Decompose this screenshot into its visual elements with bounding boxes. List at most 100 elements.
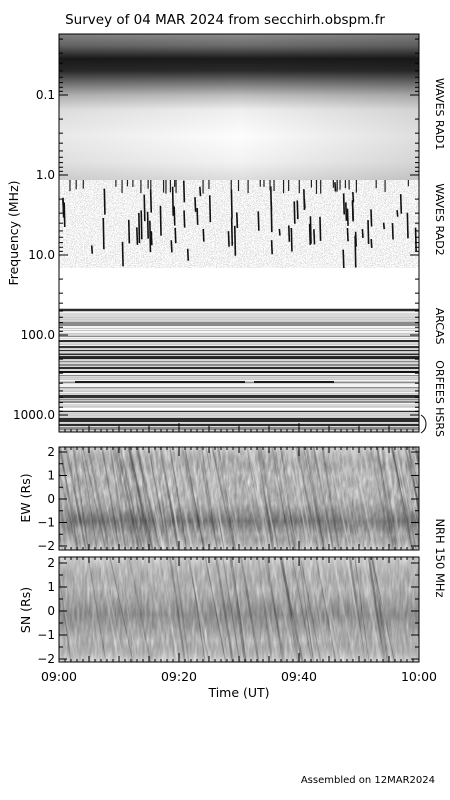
nrh-streak [305,447,328,550]
freq-channel-line [59,384,419,385]
nrh-streak [85,557,104,662]
nrh-streak [346,557,366,662]
nrh-streak [312,447,335,550]
freq-channel-line [59,342,419,344]
nrh-streak [246,447,267,550]
freq-channel-line [59,394,419,395]
freq-channel-line [59,366,419,367]
nrh-streak [156,557,180,662]
rad2-burst [199,186,202,197]
nrh-streak [157,447,178,550]
time-tick-label: 09:20 [161,669,197,684]
nrh-ew-y-axis-title: EW (Rs) [18,473,33,522]
nrh-streak [209,447,226,550]
ground-spectra-lines [59,309,419,430]
nrh-streak [119,447,143,550]
nrh-streak [278,447,299,550]
nrh-streak [222,557,241,662]
freq-channel-line [59,326,419,328]
nrh-streak [376,447,397,550]
nrh-streak [82,447,107,550]
instrument-label: ARCAS [433,308,446,345]
nrh-streak [370,557,390,662]
nrh-streak [103,447,126,550]
freq-dark-line [59,357,419,359]
freq-channel-line [59,320,419,321]
orfees-short-line [75,381,245,383]
nrh-streak [203,447,228,550]
freq-channel-line [59,365,419,366]
nrh-streak [251,447,269,550]
hsrs-bracket [420,414,427,434]
rad2-burst [174,227,177,244]
nrh-streak [293,447,314,550]
nrh-streak [122,447,147,550]
nrh-streak [248,447,273,550]
nrh-streak [367,557,385,662]
freq-channel-line [59,329,419,330]
rad2-burst [257,211,260,231]
freq-channel-line [59,376,419,377]
nrh-streak [367,557,387,662]
nrh-streak [181,447,206,550]
nrh-ew-panel [59,447,419,550]
nrh-streak [308,557,329,662]
nrh-streak [385,447,402,550]
nrh-streak [396,447,417,550]
nrh-streak [285,447,312,550]
nrh-streak [206,447,224,550]
nrh-streak [255,557,280,662]
rad2-burst [391,223,394,240]
nrh-streak [293,447,318,550]
freq-channel-line [59,350,419,351]
figure-title: Survey of 04 MAR 2024 from secchirh.obsp… [65,12,385,28]
freq-channel-line [59,373,419,374]
nrh-streak [316,557,340,662]
nrh-streak [116,447,141,550]
nrh-streak [128,557,152,662]
nrh-streak [191,447,208,550]
nrh-ytick-label: 1 [47,580,55,594]
spectrum-ytick-label: 100.0 [21,328,55,342]
nrh-streak [70,447,89,550]
nrh-streak [98,557,120,662]
nrh-streak [335,447,359,550]
freq-channel-line [59,367,419,369]
freq-channel-line [59,424,419,426]
freq-channel-line [59,407,419,408]
nrh-sn-y-axis-title: SN (Rs) [18,587,33,633]
freq-channel-line [59,399,419,400]
rad2-burst [171,186,175,216]
nrh-streak [362,447,380,550]
nrh-streak [214,447,238,550]
rad2-burst [140,210,143,240]
rad2-burst [406,212,409,239]
instrument-label: WAVES RAD1 [433,78,446,150]
nrh-streak [253,447,279,550]
nrh-ytick-label: −2 [37,652,55,666]
rad2-burst [103,188,106,215]
freq-channel-line [59,363,419,364]
nrh-streak [344,447,364,550]
nrh-streak [109,447,127,550]
freq-channel-line [59,421,419,422]
rad2-burst [235,212,239,228]
rad2-burst [159,205,162,236]
spectrum-y-axis: 0.1 1.0 10.0 100.0 1000.0 [13,38,419,422]
time-axis: 09:00 09:20 09:40 10:00 [41,423,437,684]
rad2-burst [313,229,316,245]
nrh-streak [128,447,151,550]
nrh-streak [369,447,393,550]
freq-channel-line [59,392,419,393]
rad2-spectrum [59,180,419,268]
freq-channel-line [59,405,419,406]
nrh-streak [259,447,279,550]
rad2-burst [149,189,153,213]
freq-channel-line [59,380,419,381]
rad2-burst [287,225,291,242]
freq-channel-line [59,389,419,391]
nrh-streak [345,557,366,662]
nrh-streak [135,447,162,550]
nrh-streak [395,447,417,550]
